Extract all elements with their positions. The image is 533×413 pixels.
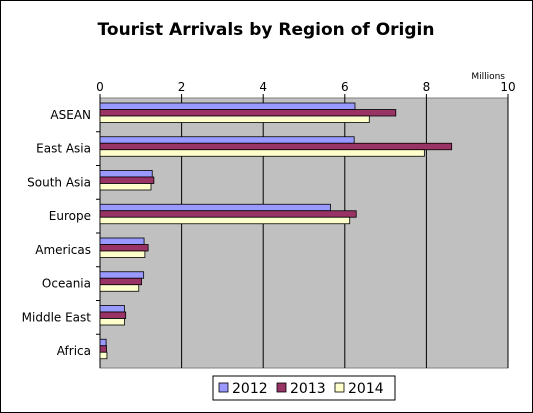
category-label-2: South Asia bbox=[27, 175, 91, 189]
legend-swatch-2013 bbox=[276, 382, 287, 393]
bar-2014-south-asia bbox=[99, 183, 152, 191]
x-tick-label-6: 6 bbox=[341, 80, 349, 94]
category-label-6: Middle East bbox=[22, 310, 92, 324]
bar-2014-africa bbox=[99, 351, 108, 360]
category-label-1: East Asia bbox=[36, 142, 91, 156]
bar-2013-africa bbox=[99, 345, 107, 353]
x-tick-label-4: 4 bbox=[259, 80, 267, 94]
bar-2014-middle-east bbox=[99, 318, 125, 326]
bar-2014-europe bbox=[99, 216, 351, 225]
legend-swatch-2014 bbox=[334, 382, 345, 393]
x-tick-label-0: 0 bbox=[96, 80, 104, 94]
x-tick-label-2: 2 bbox=[178, 80, 186, 94]
bar-2012-east-asia bbox=[99, 136, 355, 144]
category-label-3: Europe bbox=[49, 209, 91, 223]
bar-2014-oceania bbox=[99, 284, 140, 292]
bar-2012-asean bbox=[99, 102, 356, 110]
bar-2012-middle-east bbox=[99, 305, 125, 313]
bar-2014-east-asia bbox=[99, 149, 425, 157]
legend-label-2014: 2014 bbox=[348, 381, 384, 397]
legend-box bbox=[212, 375, 396, 401]
bar-2014-asean bbox=[99, 115, 370, 123]
bar-2013-americas bbox=[99, 244, 149, 252]
bar-2012-africa bbox=[99, 338, 107, 347]
bar-2012-oceania bbox=[99, 271, 145, 279]
bar-2014-americas bbox=[99, 250, 146, 258]
bar-2013-east-asia bbox=[99, 142, 453, 151]
legend-label-2012: 2012 bbox=[232, 381, 268, 397]
legend-swatch-2012 bbox=[218, 382, 229, 393]
bar-2012-south-asia bbox=[99, 170, 153, 178]
bar-2013-south-asia bbox=[99, 176, 155, 184]
category-label-7: Africa bbox=[57, 344, 91, 358]
bar-2013-middle-east bbox=[99, 311, 127, 319]
bar-2012-americas bbox=[99, 237, 145, 245]
bar-2013-oceania bbox=[99, 277, 143, 286]
bar-2013-asean bbox=[99, 109, 397, 117]
x-axis-units-label: Millions bbox=[471, 72, 505, 82]
x-tick-label-8: 8 bbox=[423, 80, 431, 94]
category-label-0: ASEAN bbox=[50, 108, 91, 122]
category-label-5: Oceania bbox=[42, 277, 91, 291]
bar-2012-europe bbox=[99, 203, 331, 212]
legend-label-2013: 2013 bbox=[290, 381, 326, 397]
bar-2013-europe bbox=[99, 210, 357, 218]
category-label-4: Americas bbox=[35, 243, 91, 257]
x-tick-label-10: 10 bbox=[500, 80, 515, 94]
chart-title: Tourist Arrivals by Region of Origin bbox=[98, 20, 435, 40]
